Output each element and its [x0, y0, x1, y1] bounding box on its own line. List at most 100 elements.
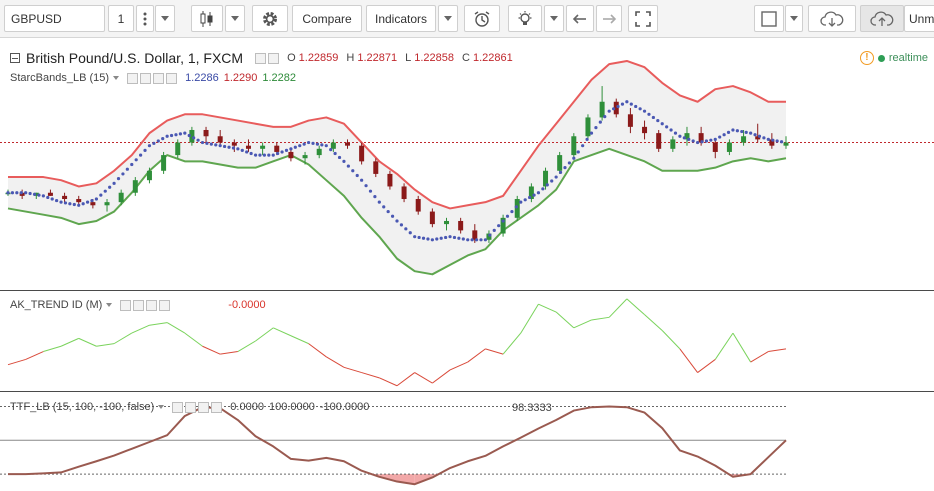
- interval-dropdown-button[interactable]: [155, 5, 175, 32]
- save-name-button[interactable]: Unm: [904, 5, 934, 32]
- mid-band-dot: [461, 237, 465, 241]
- indicators-label: Indicators: [374, 11, 428, 26]
- mid-band-dot: [152, 141, 156, 145]
- mid-band-dot: [59, 200, 63, 204]
- close-icon[interactable]: [166, 72, 178, 84]
- close-icon[interactable]: [159, 299, 171, 311]
- candle-body: [557, 155, 563, 171]
- alert-button[interactable]: [464, 5, 500, 32]
- settings-button[interactable]: [252, 5, 288, 32]
- collapse-icon[interactable]: [10, 53, 20, 63]
- mid-band-dot: [205, 141, 209, 145]
- cloud-download-icon: [820, 11, 844, 27]
- layout-dropdown[interactable]: [785, 5, 803, 32]
- eye-icon[interactable]: [120, 299, 132, 311]
- ak-trend-segment: [467, 348, 486, 363]
- symbol-search-box[interactable]: GBPUSD: [4, 5, 105, 32]
- ttf-chart[interactable]: [0, 393, 934, 491]
- chart-style-dropdown[interactable]: [225, 5, 245, 32]
- mid-band-dot: [6, 191, 10, 195]
- fullscreen-button[interactable]: [628, 5, 658, 32]
- mid-band-dot: [536, 191, 541, 195]
- mid-band-dot: [642, 109, 647, 113]
- chevron-down-icon[interactable]: [158, 405, 165, 409]
- chart-style-button[interactable]: [191, 5, 223, 32]
- ak-trend-pane[interactable]: AK_TREND ID (M) -0.0000: [0, 291, 934, 391]
- mid-band-dot: [638, 107, 642, 111]
- starc-legend: StarcBands_LB (15) 1.2286 1.2290 1.2282: [10, 72, 296, 84]
- candle-body: [330, 142, 336, 149]
- ak-trend-segment: [396, 372, 415, 387]
- mid-band-dot: [749, 131, 753, 135]
- indicators-dropdown[interactable]: [438, 5, 458, 32]
- mid-band-dot: [497, 224, 501, 228]
- mid-band-dot: [209, 142, 213, 146]
- candle-body: [344, 142, 350, 146]
- starc-mid-value: 1.2286: [185, 72, 219, 84]
- ttf-oversold-fill: [432, 474, 439, 478]
- ak-trend-segment: [290, 335, 309, 345]
- mid-band-dot: [28, 191, 32, 196]
- pane-separator[interactable]: [0, 290, 934, 291]
- ak-trend-segment: [732, 332, 752, 363]
- undo-button[interactable]: [566, 5, 594, 32]
- more-vertical-icon[interactable]: [136, 5, 154, 32]
- ak-trend-segment: [25, 351, 44, 360]
- ttf-value-1: 0.0000: [230, 401, 264, 413]
- mid-band-dot: [68, 202, 72, 206]
- mid-band-dot: [183, 131, 187, 135]
- compare-button[interactable]: Compare: [292, 5, 362, 32]
- main-chart-pane[interactable]: British Pound/U.S. Dollar, 1, FXCM O 1.2…: [0, 39, 934, 290]
- close-icon[interactable]: [211, 401, 223, 413]
- pane-separator[interactable]: [0, 391, 934, 392]
- chevron-down-icon[interactable]: [113, 76, 120, 80]
- candle-body: [769, 139, 775, 146]
- idea-dropdown[interactable]: [544, 5, 564, 32]
- ak-trend-segment: [626, 298, 645, 316]
- eye-icon[interactable]: [127, 72, 139, 84]
- ttf-pane[interactable]: TTF_LB (15, 100, -100, false) 0.0000 100…: [0, 393, 934, 491]
- settings-mini-icon[interactable]: [140, 72, 152, 84]
- mid-band-dot: [585, 137, 589, 141]
- undo-icon: [572, 13, 586, 24]
- redo-button[interactable]: [596, 5, 622, 32]
- mid-band-dot: [161, 137, 165, 141]
- add-icon[interactable]: [198, 401, 210, 413]
- load-chart-button[interactable]: [808, 5, 856, 32]
- price-chart[interactable]: [0, 39, 934, 290]
- low-label: L: [405, 52, 412, 64]
- mid-band-dot: [134, 158, 138, 162]
- save-chart-button[interactable]: [860, 5, 904, 32]
- candle-body: [132, 180, 138, 193]
- settings-mini-icon[interactable]: [185, 401, 197, 413]
- ttf-line: [8, 405, 787, 486]
- candle-body: [19, 192, 25, 196]
- add-icon[interactable]: [153, 72, 165, 84]
- mid-band-dot: [421, 236, 426, 240]
- mid-band-dot: [620, 102, 625, 106]
- mid-band-dot: [722, 133, 726, 137]
- eye-icon[interactable]: [255, 52, 267, 64]
- candle-body: [726, 142, 732, 152]
- mid-band-dot: [771, 138, 775, 142]
- idea-button[interactable]: [508, 5, 542, 32]
- mid-band-dot: [147, 144, 152, 148]
- candle-body: [458, 220, 464, 231]
- layout-button[interactable]: [754, 5, 784, 32]
- ak-trend-chart[interactable]: [0, 291, 934, 391]
- indicators-button[interactable]: Indicators: [366, 5, 436, 32]
- mid-band-dot: [267, 153, 271, 157]
- chevron-down-icon[interactable]: [106, 303, 113, 307]
- warning-icon[interactable]: !: [859, 51, 874, 65]
- interval-button[interactable]: 1: [108, 5, 134, 32]
- mid-band-dot: [306, 140, 311, 145]
- candle-body: [642, 126, 648, 134]
- settings-mini-icon[interactable]: [268, 52, 280, 64]
- settings-mini-icon[interactable]: [133, 299, 145, 311]
- mid-band-dot: [558, 170, 563, 174]
- mid-band-dot: [236, 147, 240, 151]
- add-icon[interactable]: [146, 299, 158, 311]
- candle-body: [118, 192, 124, 203]
- candle-body: [472, 230, 478, 240]
- eye-icon[interactable]: [172, 401, 184, 413]
